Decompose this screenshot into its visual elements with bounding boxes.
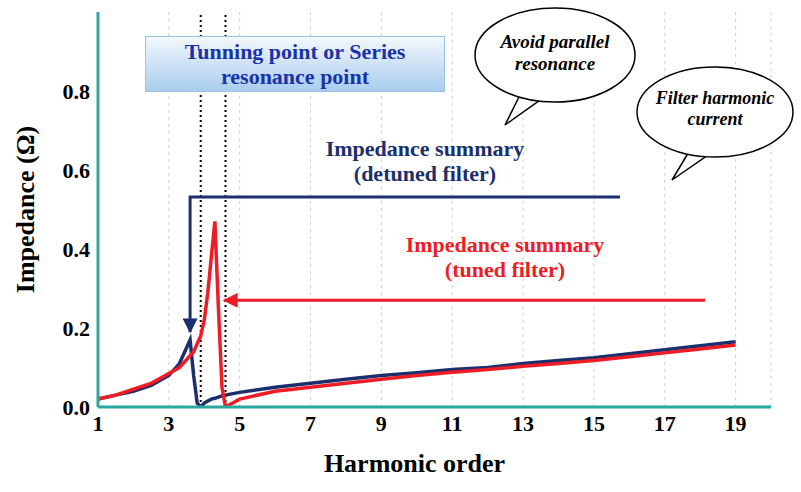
svg-text:Impedance (Ω): Impedance (Ω) [11,126,40,293]
svg-text:11: 11 [442,411,463,436]
html-text:Impedance summary (detuned fil: Impedance summary (detuned filter) [325,136,525,187]
html-text:Filter harmonic current: Filter harmonic current [655,88,775,129]
svg-text:9: 9 [376,411,387,436]
svg-text:17: 17 [654,411,676,436]
svg-text:19: 19 [725,411,747,436]
svg-text:Harmonic order: Harmonic order [324,449,505,478]
svg-text:7: 7 [305,411,316,436]
svg-text:0.2: 0.2 [63,316,91,341]
svg-text:1: 1 [93,411,104,436]
html-text:Impedance summary (tuned filte: Impedance summary (tuned filter) [405,232,605,283]
svg-text:0.0: 0.0 [63,395,91,420]
svg-text:0.4: 0.4 [63,237,91,262]
html-text:Tunning point or Series resona: Tunning point or Series resonance point [184,38,406,89]
svg-text:0.6: 0.6 [63,158,91,183]
svg-text:5: 5 [234,411,245,436]
svg-text:3: 3 [163,411,174,436]
svg-text:0.8: 0.8 [63,79,91,104]
svg-text:15: 15 [583,411,605,436]
svg-text:13: 13 [512,411,534,436]
html-text:Avoid parallel resonance: Avoid parallel resonance [500,31,610,74]
